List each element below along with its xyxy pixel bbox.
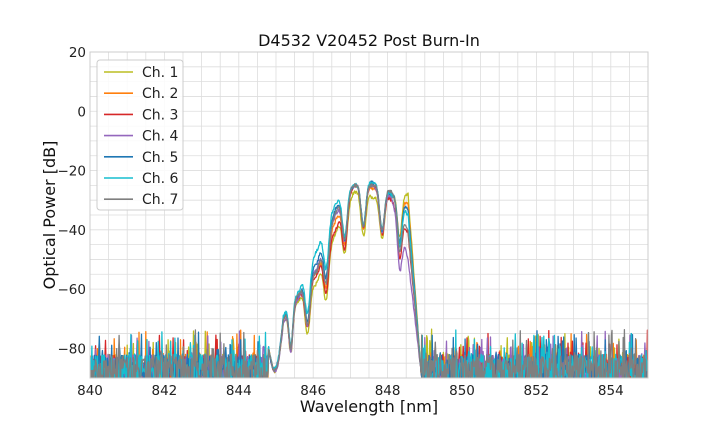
y-tick-label: −60 (58, 282, 87, 298)
chart-title: D4532 V20452 Post Burn-In (258, 31, 480, 50)
x-tick-labels: 840 842 844 846 848 850 852 854 (77, 383, 624, 399)
legend-label: Ch. 3 (142, 107, 178, 123)
x-tick-label: 844 (226, 383, 252, 399)
legend-label: Ch. 1 (142, 65, 178, 81)
series-line-7 (90, 183, 648, 378)
y-tick-label: −20 (58, 164, 87, 180)
legend-label: Ch. 4 (142, 129, 179, 145)
legend-label: Ch. 5 (142, 150, 178, 166)
legend-box (96, 59, 184, 211)
x-axis-label: Wavelength [nm] (300, 397, 438, 416)
x-tick-label: 846 (300, 383, 326, 399)
legend-label: Ch. 6 (142, 171, 179, 187)
legend: Ch. 1 Ch. 2 Ch. 3 Ch. 4 Ch. 5 Ch. 6 Ch. 7 (96, 59, 184, 211)
legend-label: Ch. 2 (142, 86, 178, 102)
x-tick-label: 848 (375, 383, 401, 399)
y-tick-label: −40 (58, 223, 87, 239)
x-tick-label: 842 (152, 383, 178, 399)
y-tick-label: 20 (69, 45, 86, 61)
y-tick-label: −80 (58, 341, 87, 357)
y-tick-labels: 20 0 −20 −40 −60 −80 (58, 45, 87, 357)
x-tick-label: 854 (598, 383, 624, 399)
x-tick-label: 852 (524, 383, 550, 399)
x-tick-label: 840 (77, 383, 103, 399)
plot-frame (89, 51, 649, 379)
legend-label: Ch. 7 (142, 192, 178, 208)
y-tick-label: 0 (77, 104, 86, 120)
y-axis-label: Optical Power [dB] (40, 141, 59, 290)
x-tick-label: 850 (449, 383, 475, 399)
